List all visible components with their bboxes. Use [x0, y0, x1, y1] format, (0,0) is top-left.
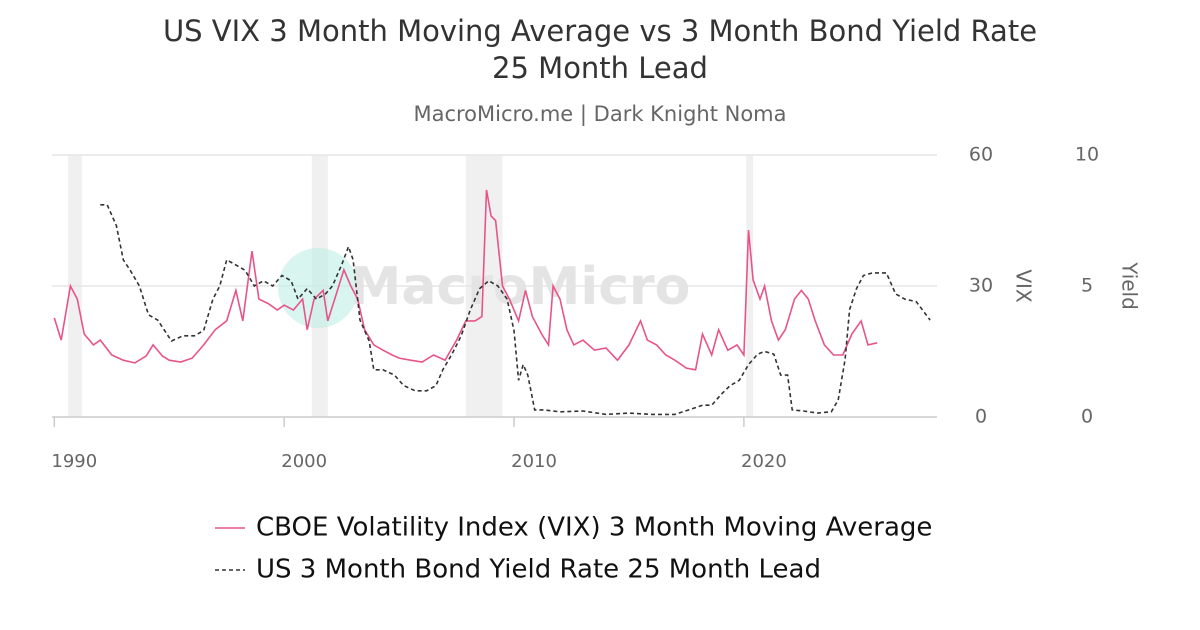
- y-tick-label: 60: [969, 144, 993, 166]
- y2-axis-title: Yield: [1118, 261, 1142, 310]
- x-tick-label: 1990: [51, 451, 97, 472]
- legend-label: US 3 Month Bond Yield Rate 25 Month Lead: [256, 555, 821, 585]
- series-line: [53, 189, 878, 371]
- chart-subtitle: MacroMicro.me | Dark Knight Noma: [413, 102, 786, 127]
- chart-title: 25 Month Lead: [492, 51, 708, 85]
- y2-tick-label: 5: [1081, 275, 1093, 297]
- x-tick-label: 2000: [281, 451, 327, 472]
- y-axis-title: VIX: [1012, 269, 1036, 303]
- chart-title: US VIX 3 Month Moving Average vs 3 Month…: [163, 14, 1037, 48]
- y-tick-label: 30: [969, 275, 993, 297]
- watermark-logo: [278, 248, 358, 328]
- legend-label: CBOE Volatility Index (VIX) 3 Month Movi…: [256, 513, 932, 543]
- y2-tick-label: 10: [1075, 144, 1099, 166]
- watermark: MacroMicro: [350, 257, 691, 317]
- x-tick-label: 2020: [741, 451, 787, 472]
- x-tick-label: 2010: [511, 451, 557, 472]
- series-line: [100, 204, 931, 416]
- y2-tick-label: 0: [1081, 406, 1093, 428]
- y-tick-label: 0: [975, 406, 987, 428]
